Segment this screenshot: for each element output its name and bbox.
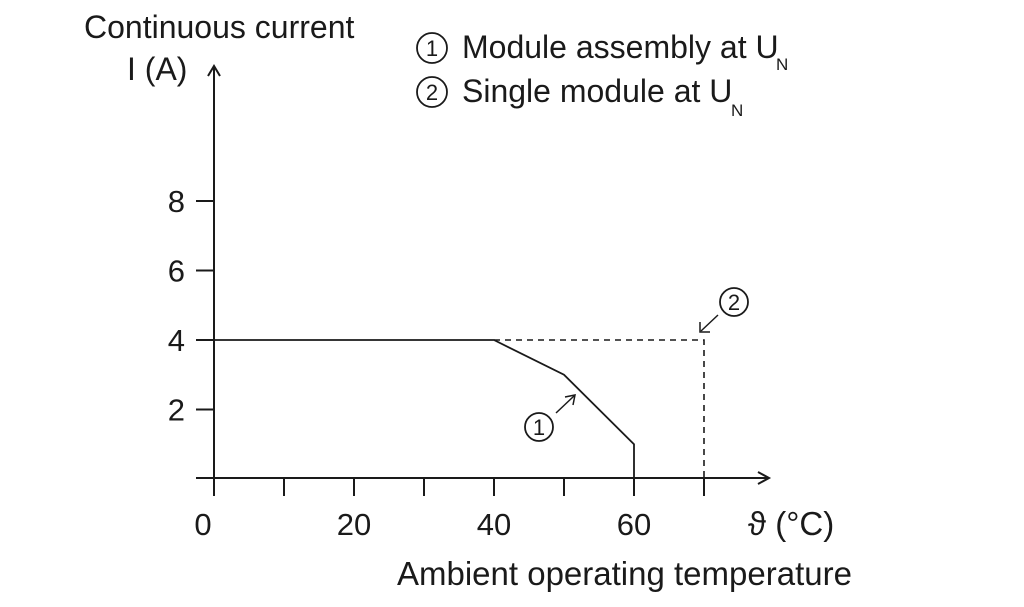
legend-item-2-number: 2 <box>426 80 438 105</box>
series-group <box>214 339 705 479</box>
x-tick-label-0: 0 <box>194 507 211 542</box>
legend-item-2: 2 Single module at U N <box>416 73 743 120</box>
y-axis-label-line1: Continuous current <box>84 9 354 45</box>
x-axis-arrow <box>757 471 772 485</box>
y-tick-label-6: 6 <box>168 254 185 289</box>
x-axis-label: Ambient operating temperature <box>397 555 852 592</box>
x-tick-label-20: 20 <box>337 507 371 542</box>
legend: 1 Module assembly at U N 2 Single module… <box>416 29 788 120</box>
legend-item-1-subscript: N <box>776 55 788 74</box>
series-line-1 <box>214 339 635 479</box>
legend-item-2-label: Single module at U <box>462 73 732 109</box>
y-tick-label-8: 8 <box>168 184 185 219</box>
curve-2-marker: 2 <box>699 287 749 333</box>
y-tick-label-2: 2 <box>168 393 185 428</box>
y-tick-label-4: 4 <box>168 323 185 358</box>
y-axis-arrow <box>207 64 221 77</box>
x-axis-unit: ϑ (°C) <box>748 505 834 542</box>
x-tick-label-60: 60 <box>617 507 651 542</box>
curve-1-marker: 1 <box>524 394 576 442</box>
legend-item-1-label: Module assembly at U <box>462 29 779 65</box>
y-axis-label-line2: I (A) <box>127 51 187 87</box>
curve-1-marker-label: 1 <box>533 415 545 440</box>
x-tick-label-40: 40 <box>477 507 511 542</box>
legend-item-1: 1 Module assembly at U N <box>416 29 788 74</box>
curve-2-marker-label: 2 <box>728 290 740 315</box>
legend-item-1-number: 1 <box>426 36 438 61</box>
series-line-2 <box>494 339 705 479</box>
legend-item-2-subscript: N <box>731 101 743 120</box>
axis-ticks: 2 4 6 8 0 20 40 60 <box>168 184 705 542</box>
